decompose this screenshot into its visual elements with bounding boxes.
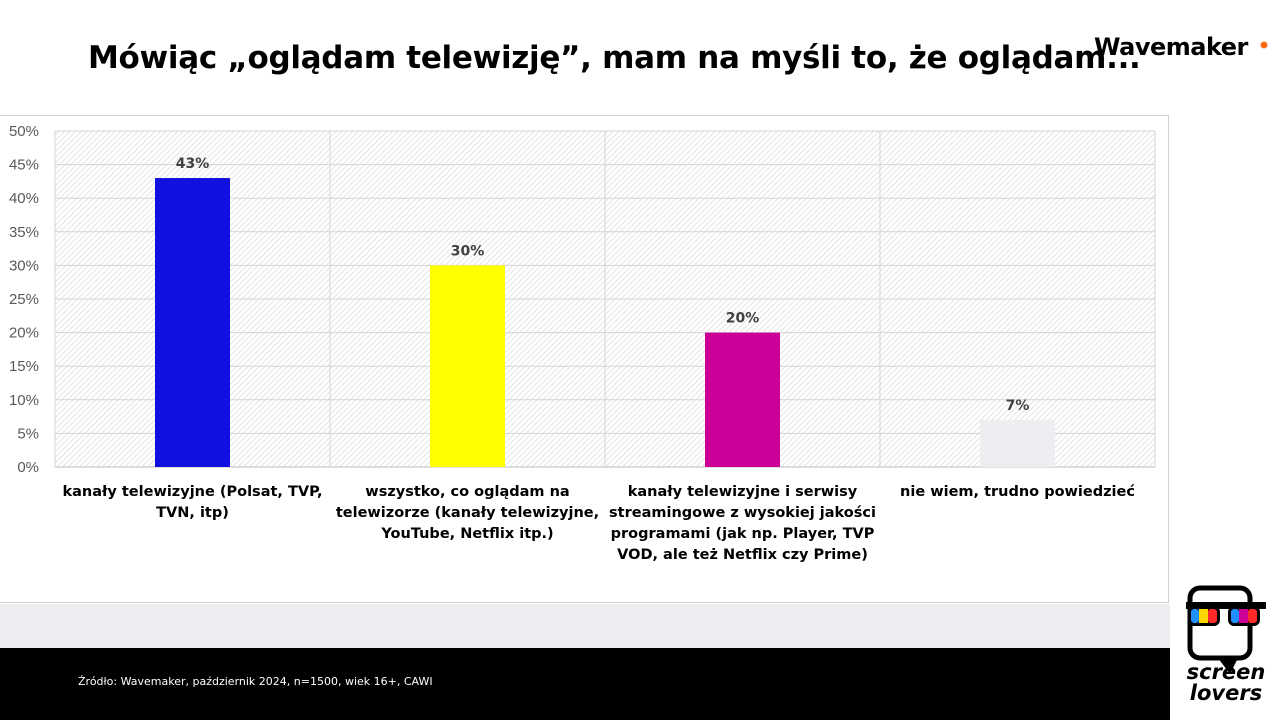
y-tick-label: 40% [9,190,39,207]
x-category-label-line: TVN, itp) [156,505,229,521]
data-label: 20% [726,311,760,327]
screen-lovers-line2: lovers [1190,681,1262,705]
y-tick-label: 10% [9,392,39,409]
glasses-icon [1186,585,1266,674]
source-note: Źródło: Wavemaker, październik 2024, n=1… [78,675,433,688]
x-category-label-line: telewizorze (kanały telewizyjne, [336,505,599,521]
y-tick-label: 45% [9,157,39,174]
y-tick-label: 5% [17,425,39,442]
wavemaker-logo-text: Wavemaker [1094,33,1249,61]
x-category-label: kanały telewizyjne (Polsat, TVP, TVN, itp… [62,484,322,521]
x-category-label: kanały telewizyjne i serwisy streamingowe… [609,484,876,563]
x-category-label-line: programami (jak np. Player, TVP [611,526,875,542]
x-category-label: nie wiem, trudno powiedzieć [900,484,1135,500]
data-label: 30% [451,243,485,259]
x-category-label-line: wszystko, co oglądam na [365,484,569,500]
wavemaker-logo: Wavemaker [1094,33,1268,61]
bar [155,178,230,467]
wavemaker-logo-dot [1260,41,1268,49]
screen-lovers-logo: screen lovers [1186,585,1266,705]
y-tick-label: 25% [9,291,39,308]
x-category-label: wszystko, co oglądam na telewizorze (kana… [336,484,599,542]
x-category-label-line: YouTube, Netflix itp.) [380,526,553,542]
x-category-label-line: kanały telewizyjne (Polsat, TVP, [62,484,322,500]
y-tick-label: 15% [9,358,39,375]
y-tick-label: 50% [9,123,39,140]
bar [980,419,1055,467]
x-category-label-line: kanały telewizyjne i serwisy [628,484,858,500]
bar-chart: 0% 5% 10% 15% 20% 25% 30% 35% 40% 45% 50% 43% 30% 20… [9,123,1156,563]
bar [430,265,505,467]
bottom-strip [0,604,1170,648]
screen-lovers-line1: screen [1187,660,1266,684]
chart-frame: 0% 5% 10% 15% 20% 25% 30% 35% 40% 45% 50% 43% 30% 20… [0,115,1169,603]
y-tick-label: 20% [9,325,39,342]
y-tick-label: 35% [9,224,39,241]
x-category-label-line: nie wiem, trudno powiedzieć [900,484,1135,500]
y-tick-label: 30% [9,257,39,274]
footer-bar: Źródło: Wavemaker, październik 2024, n=1… [0,648,1170,720]
x-category-label-line: VOD, ale też Netflix czy Prime) [617,547,868,563]
page-title: Mówiąc „oglądam telewizję”, mam na myśli… [88,40,1141,76]
bar [705,332,780,467]
data-label: 7% [1006,398,1030,414]
y-tick-label: 0% [17,459,39,476]
data-label: 43% [176,156,210,172]
x-category-label-line: streamingowe z wysokiej jakości [609,505,876,521]
